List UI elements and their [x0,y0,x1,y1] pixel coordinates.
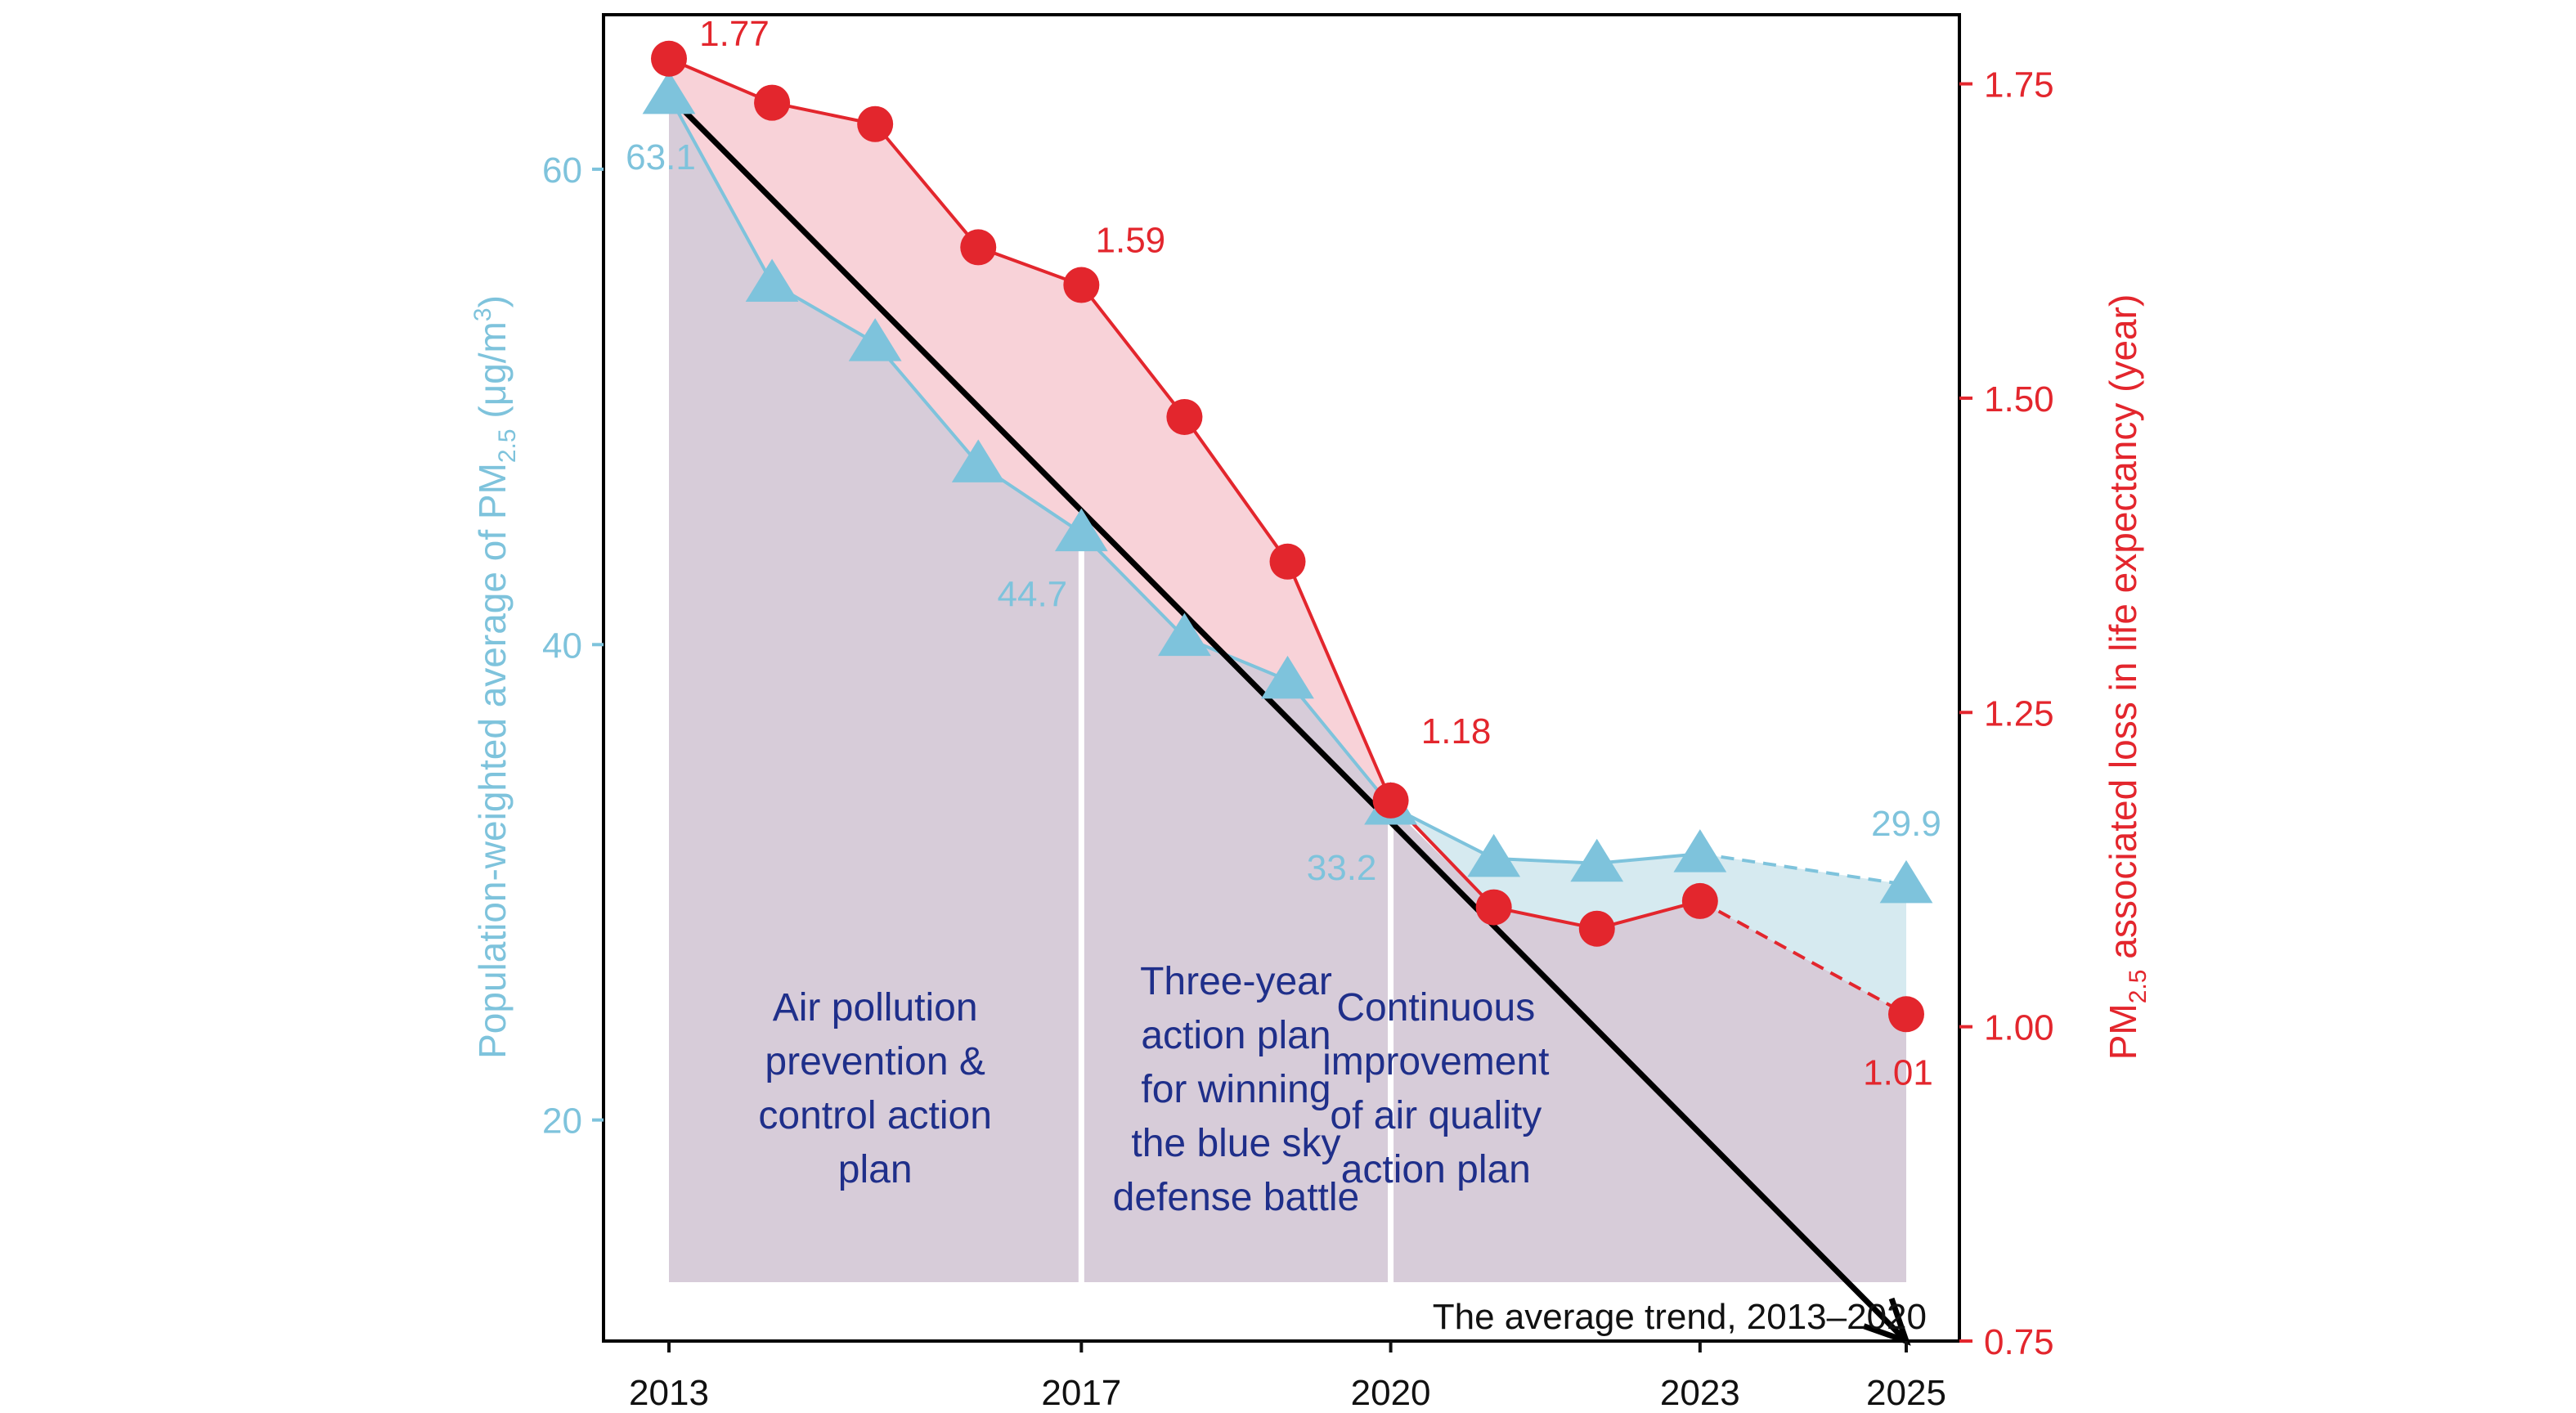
x-tick-label: 2013 [629,1373,709,1413]
x-tick-label: 2020 [1351,1373,1431,1413]
life-loss-marker [960,229,997,266]
trend-label: The average trend, 2013–2020 [1433,1297,1927,1337]
phase-line: Three-year [1140,960,1332,1003]
pm25-data-label: 29.9 [1871,804,1941,844]
phase-label-1: Air pollution prevention & control action p… [758,986,992,1191]
chart-markers [642,40,1933,1033]
life-loss-marker [1269,543,1306,580]
data-labels: 63.1 44.7 33.2 29.9 1.77 1.59 1.18 1.01 [626,14,1941,1092]
life-loss-data-label: 1.77 [699,14,770,54]
pm25-marker [1673,829,1727,872]
phase-line: Air pollution [773,986,978,1029]
pm25-marker [848,318,902,361]
life-loss-marker [1372,782,1409,819]
fill-between-2020-2025 [1390,800,1906,1015]
phase-line: for winning [1141,1068,1331,1111]
phase-line: plan [838,1148,913,1191]
left-axis-title-main: Population-weighted average of PM [471,463,514,1059]
pm25-data-label: 44.7 [998,575,1068,615]
x-tick-label: 2025 [1866,1373,1946,1413]
pm25-marker [1158,612,1211,657]
life-loss-marker [1063,267,1100,303]
pm25-marker [1570,838,1624,882]
phase-line: action plan [1341,1148,1531,1191]
phase-line: improvement [1322,1040,1549,1083]
life-loss-data-label: 1.18 [1421,711,1492,751]
pm25-marker [745,258,799,302]
pm25-marker [1467,833,1521,877]
life-loss-marker [651,40,687,77]
life-loss-marker [754,84,791,121]
pm25-marker [1054,508,1108,552]
life-loss-marker [1166,398,1203,435]
phase-line: prevention & [765,1040,985,1083]
phase-line: of air quality [1330,1094,1542,1137]
phase-line: the blue sky [1131,1122,1340,1165]
life-loss-marker [1475,889,1512,926]
pm25-line-projection [1699,852,1907,886]
pm25-marker [642,70,696,114]
life-loss-marker [1888,996,1924,1033]
right-axis-title-pm: PM [2102,1003,2144,1060]
right-tick-label: 1.75 [1984,65,2054,105]
trend-arrow: The average trend, 2013–2020 [666,93,1927,1346]
left-axis-title-close: ) [471,295,514,307]
life-loss-marker [1578,910,1615,947]
x-tick-label: 2017 [1041,1373,1121,1413]
life-loss-marker [857,105,894,142]
right-tick-label: 1.25 [1984,693,2054,733]
right-axis-title: PM2.5 associated loss in life expectancy… [2102,294,2152,1061]
left-tick-label: 60 [542,150,582,191]
life-loss-marker [1681,882,1718,919]
phase-line: action plan [1141,1014,1331,1057]
left-axis-title: Population-weighted average of PM2.5 (μg… [469,295,521,1059]
left-axis-title-superscript: 3 [469,307,496,321]
pm25-marker [1261,655,1314,699]
x-tick-label: 2023 [1660,1373,1740,1413]
right-tick-label: 0.75 [1984,1322,2054,1362]
pm25-data-label: 33.2 [1307,848,1377,888]
left-axis-title-unit: (μg/m [471,321,514,428]
trend-line [666,93,1909,1343]
pm25-data-label: 63.1 [626,137,696,177]
right-axis-title-subscript: 2.5 [2125,970,2152,1004]
left-tick-label: 20 [542,1101,582,1142]
life-loss-data-label: 1.01 [1863,1052,1933,1092]
right-tick-label: 1.50 [1984,379,2054,419]
phase-line: Continuous [1336,986,1535,1029]
right-tick-label: 1.00 [1984,1008,2054,1048]
left-tick-label: 40 [542,626,582,666]
phase-line: control action [758,1094,992,1137]
life-loss-line-projection [1699,899,1907,1016]
chart-axes: 20 40 60 0.75 1.00 1.25 1.50 1.75 2013 2017 2020 20… [469,13,2152,1413]
chart-fills [669,58,1906,1015]
phase-label-2: Three-year action plan for winning the blue… [1113,960,1360,1219]
pm25-marker [1879,859,1933,904]
pm25-marker [951,439,1005,482]
left-axis-title-subscript: 2.5 [494,428,521,463]
phase-label-3: Continuous improvement of air quality actio… [1322,986,1549,1191]
plot-frame [602,13,1961,1343]
phase-line: defense battle [1113,1176,1360,1219]
right-axis-title-main: associated loss in life expectancy (year… [2102,294,2144,970]
life-loss-data-label: 1.59 [1096,221,1166,261]
fill-between-2013-2020 [669,58,1391,806]
